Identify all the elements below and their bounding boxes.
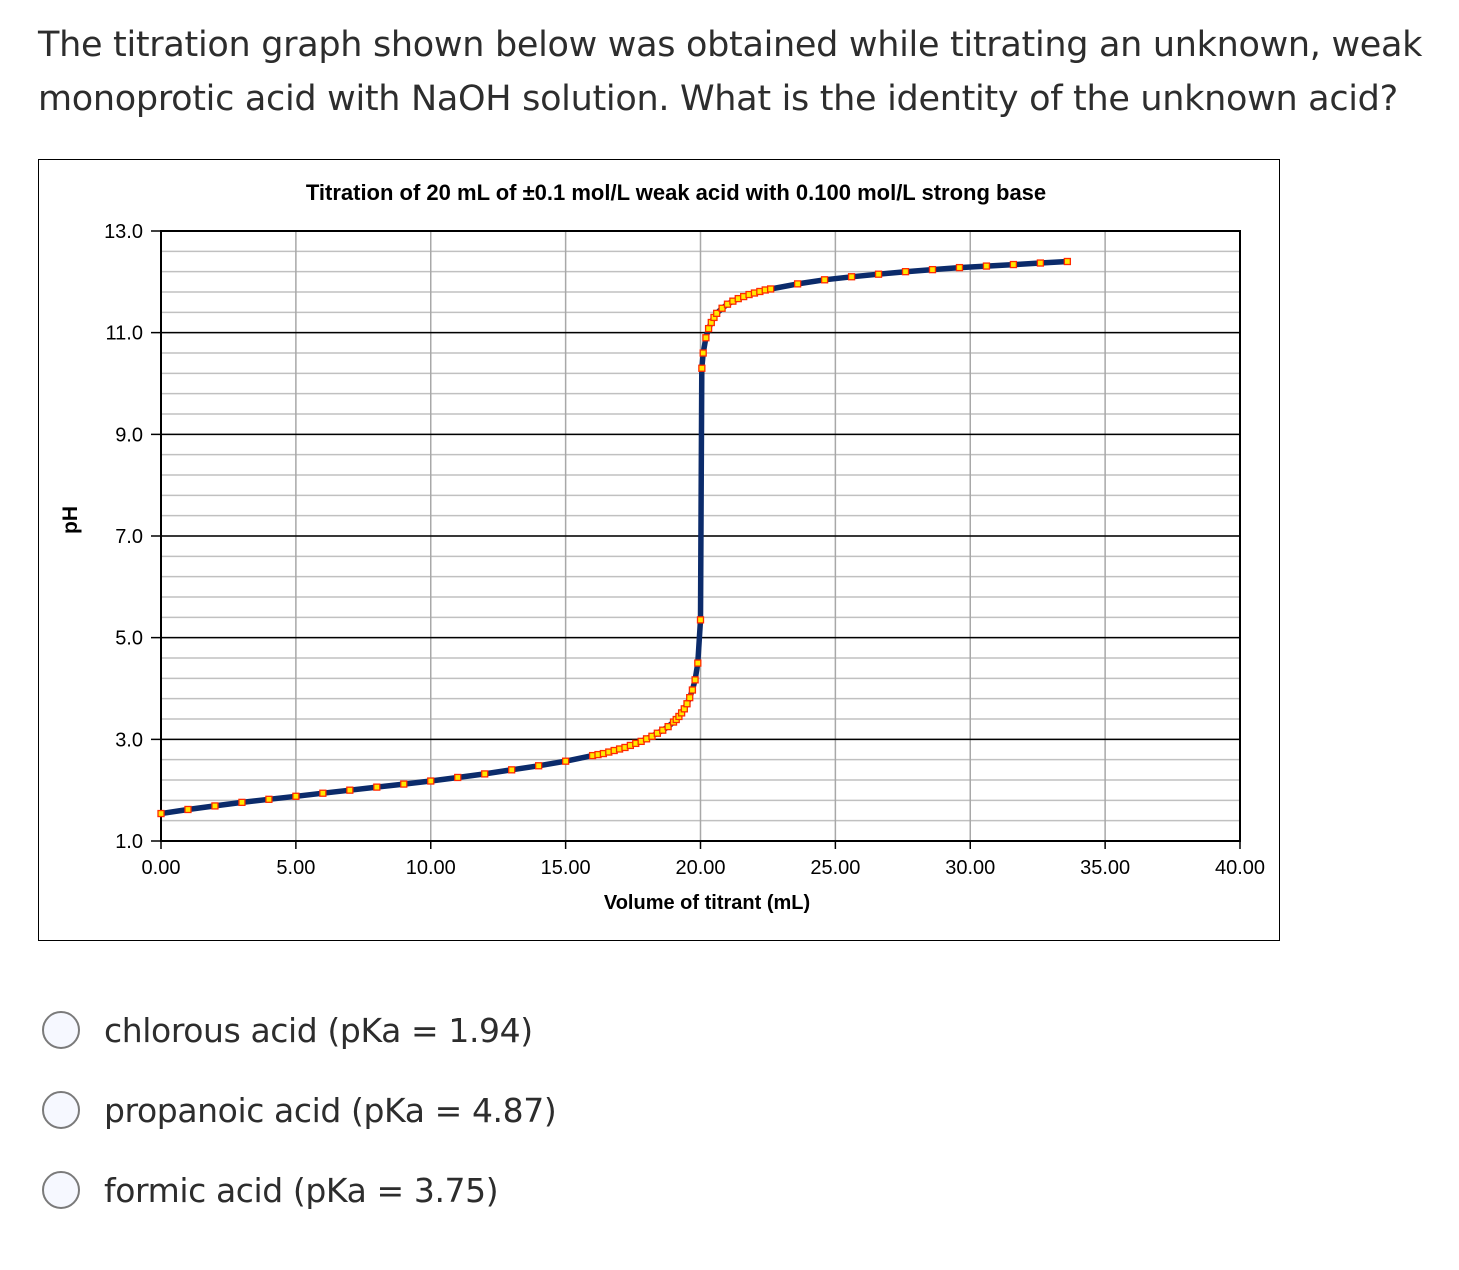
x-axis-label: Volume of titrant (mL) [604, 892, 810, 914]
data-point-marker [157, 809, 165, 818]
option-label: propanoic acid (pKa = 4.87) [104, 1090, 557, 1130]
y-tick-label: 3.0 [115, 729, 143, 751]
x-tick-label: 5.00 [276, 857, 315, 879]
option-formic-acid[interactable]: formic acid (pKa = 3.75) [42, 1170, 556, 1210]
radio-button[interactable] [42, 1171, 80, 1209]
data-point-marker [820, 276, 829, 284]
chart-axes [160, 230, 1241, 849]
x-tick-label: 25.00 [810, 857, 860, 879]
data-point-marker [901, 268, 910, 276]
question-text: The titration graph shown below was obta… [38, 25, 1423, 119]
data-point-marker [982, 262, 991, 270]
x-tick-label: 15.00 [541, 857, 591, 879]
data-point-marker [847, 273, 856, 281]
data-point-marker [265, 795, 273, 803]
data-point-marker [211, 802, 219, 810]
data-point-marker [508, 766, 516, 774]
data-point-marker [534, 762, 543, 770]
data-point-marker [698, 364, 706, 372]
radio-button[interactable] [42, 1091, 80, 1129]
data-point-marker [704, 324, 713, 333]
data-point-marker [400, 780, 408, 788]
data-point-marker [292, 792, 300, 800]
data-point-marker [702, 334, 710, 342]
data-point-marker [1063, 257, 1072, 266]
y-tick-label: 9.0 [115, 424, 143, 446]
chart-title: Titration of 20 mL of ±0.1 mol/L weak ac… [306, 180, 1046, 205]
data-point-marker [319, 789, 327, 797]
option-propanoic-acid[interactable]: propanoic acid (pKa = 4.87) [42, 1090, 557, 1130]
data-point-marker [928, 265, 937, 274]
data-point-marker [1009, 260, 1018, 269]
data-point-marker [688, 686, 697, 694]
x-tick-label: 10.00 [406, 857, 456, 879]
y-tick-label: 7.0 [115, 526, 143, 548]
option-label: chlorous acid (pKa = 1.94) [104, 1010, 533, 1050]
data-point-marker [955, 263, 964, 272]
y-tick-label: 11.0 [106, 323, 143, 345]
data-point-marker [664, 722, 672, 731]
data-point-marker [427, 777, 435, 785]
data-point-marker [694, 659, 702, 667]
data-point-marker [481, 770, 489, 778]
x-tick-label: 35.00 [1080, 857, 1130, 879]
data-point-marker [793, 280, 802, 288]
data-point-marker [713, 309, 721, 318]
titration-curve [157, 257, 1072, 818]
x-tick-label: 30.00 [945, 857, 995, 879]
data-point-marker [184, 805, 192, 814]
x-tick-label: 0.00 [142, 857, 181, 879]
y-tick-label: 1.0 [115, 831, 143, 853]
radio-button[interactable] [42, 1011, 80, 1049]
titration-chart: Titration of 20 mL of ±0.1 mol/L weak ac… [38, 159, 1280, 941]
answer-options: chlorous acid (pKa = 1.94) propanoic aci… [42, 1010, 557, 1250]
data-point-marker [238, 798, 246, 807]
chart-grid [151, 230, 1241, 842]
data-point-marker [683, 700, 691, 708]
data-point-marker [874, 270, 883, 278]
data-point-marker [686, 694, 694, 702]
option-label: formic acid (pKa = 3.75) [104, 1170, 499, 1210]
data-point-marker [561, 757, 570, 765]
data-point-marker [1036, 259, 1045, 267]
chart-svg: Titration of 20 mL of ±0.1 mol/L weak ac… [59, 180, 1265, 914]
x-tick-label: 40.00 [1215, 857, 1265, 879]
data-point-marker [718, 304, 726, 312]
data-point-marker [373, 783, 381, 791]
y-axis-label: pH [59, 506, 82, 534]
y-tick-label: 5.0 [115, 628, 143, 650]
x-tick-label: 20.00 [675, 857, 725, 879]
data-point-marker [454, 773, 462, 782]
data-point-marker [766, 285, 775, 293]
y-tick-label: 13.0 [104, 221, 143, 243]
data-point-marker [346, 786, 354, 794]
option-chlorous-acid[interactable]: chlorous acid (pKa = 1.94) [42, 1010, 556, 1050]
data-point-marker [696, 616, 705, 624]
chart-tick-labels: 1.0 3.0 5.0 7.0 9.0 11.0 13.0 0.00 5.00 10.00 15.0… [104, 221, 1265, 879]
data-point-marker [691, 676, 699, 684]
data-point-marker [699, 349, 707, 357]
